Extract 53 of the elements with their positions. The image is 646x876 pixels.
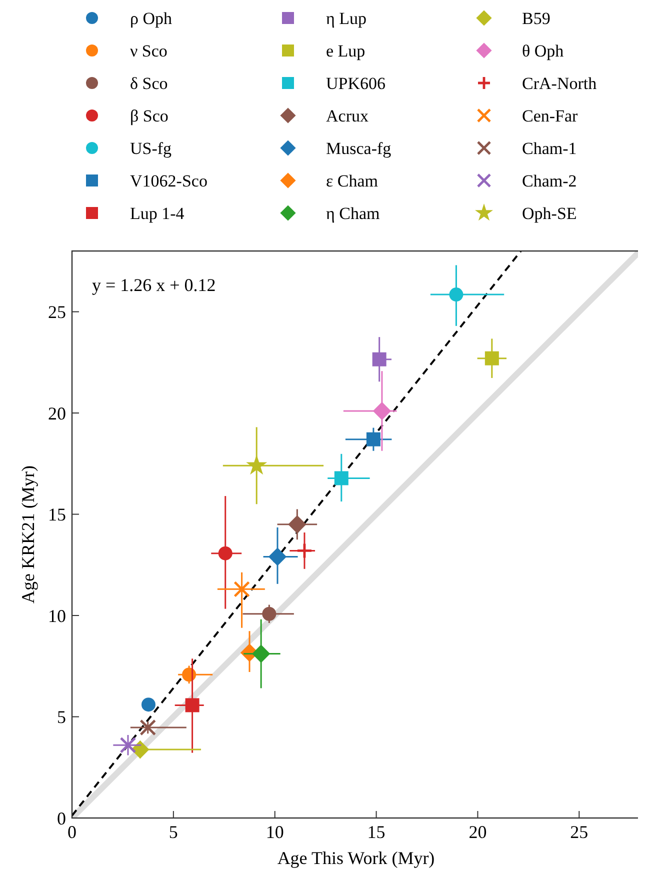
point	[218, 546, 232, 560]
point	[120, 736, 136, 754]
point	[140, 719, 156, 736]
point	[334, 471, 348, 486]
point	[372, 402, 392, 420]
y-tick-label: 15	[48, 504, 66, 525]
legend-label: η Lup	[326, 8, 367, 28]
x-tick-label: 5	[168, 822, 178, 842]
point	[252, 644, 270, 663]
legend-label: ρ Oph	[130, 8, 173, 28]
point	[234, 580, 250, 598]
legend-label: Cen-Far	[522, 106, 578, 126]
legend-label: Oph-SE	[522, 204, 577, 223]
point	[296, 542, 313, 559]
legend-label: ν Sco	[130, 41, 168, 60]
legend-label: δ Sco	[130, 74, 168, 93]
y-tick-label: 0	[57, 808, 66, 828]
legend-label: e Lup	[326, 41, 366, 60]
y-axis-title: Age KRK21 (Myr)	[18, 466, 38, 604]
point	[268, 548, 287, 566]
legend-label: Lup 1-4	[130, 204, 185, 223]
point	[372, 352, 386, 366]
y-tick-label: 20	[48, 403, 66, 424]
y-tick-label: 10	[48, 606, 66, 626]
point	[288, 515, 306, 534]
legend-label: ε Cham	[326, 171, 378, 190]
legend-label: Musca-fg	[326, 138, 392, 158]
point	[141, 698, 156, 712]
legend-label: β Sco	[130, 106, 168, 126]
legend-label: V1062-Sco	[130, 171, 208, 190]
x-tick-label: 25	[570, 822, 588, 842]
point	[449, 288, 464, 302]
legend-label: Cham-1	[522, 138, 577, 158]
y-tick-label: 25	[48, 302, 66, 322]
legend-label: η Cham	[326, 204, 380, 223]
point	[246, 454, 268, 475]
legend-label: UPK606	[326, 74, 386, 93]
x-tick-label: 20	[468, 822, 487, 842]
point	[262, 606, 276, 621]
legend-label: US-fg	[130, 138, 172, 158]
x-axis-title: Age This Work (Myr)	[277, 848, 435, 868]
x-tick-label: 10	[266, 822, 284, 842]
legend-label: B59	[522, 8, 550, 28]
x-tick-label: 15	[367, 822, 386, 842]
y-tick-label: 5	[57, 707, 66, 728]
legend-label: θ Oph	[522, 41, 564, 60]
annotation: y = 1.26 x + 0.12	[92, 275, 216, 295]
point	[484, 351, 499, 366]
legend-label: Acrux	[326, 106, 369, 126]
point	[185, 698, 200, 712]
legend-label: CrA-North	[522, 74, 598, 93]
point	[366, 432, 380, 446]
legend-label: Cham-2	[522, 171, 577, 190]
